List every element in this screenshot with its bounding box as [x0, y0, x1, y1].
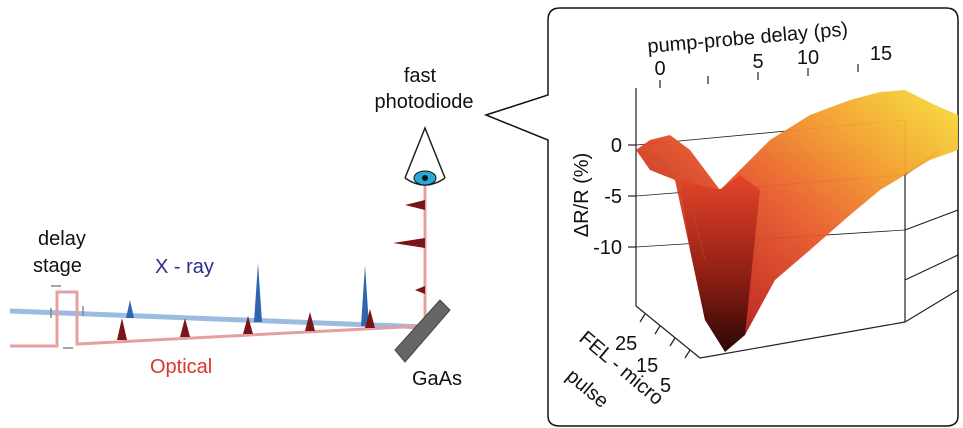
label-stage: stage [33, 255, 82, 277]
label-fast: fast [404, 65, 437, 87]
label-xray: X - ray [155, 256, 214, 278]
beams [9, 178, 451, 363]
label-delay: delay [38, 228, 86, 250]
gaas-sample [394, 299, 451, 363]
surface [635, 90, 958, 352]
y-tick-label: -10 [593, 237, 622, 259]
z-tick-label: 25 [615, 333, 637, 355]
y-tick-label: 0 [611, 135, 622, 157]
optical-pulses [117, 200, 425, 340]
delay-stage [50, 285, 84, 349]
y-tick-label: -5 [604, 186, 622, 208]
xray-pulses [126, 263, 369, 326]
xray-beam [9, 308, 426, 330]
label-optical: Optical [150, 356, 212, 378]
label-photodiode: photodiode [375, 91, 474, 113]
z-tick-label: 5 [660, 375, 671, 397]
x-tick-label: 0 [654, 58, 665, 80]
x-tick-label: 15 [870, 43, 892, 65]
label-sample: GaAs [412, 368, 462, 390]
x-tick-label: 10 [797, 47, 819, 69]
x-tick-label: 5 [752, 51, 763, 73]
z-tick-label: 15 [636, 355, 658, 377]
y-axis-label: ΔR/R (%) [571, 153, 593, 237]
photodiode [404, 125, 446, 186]
